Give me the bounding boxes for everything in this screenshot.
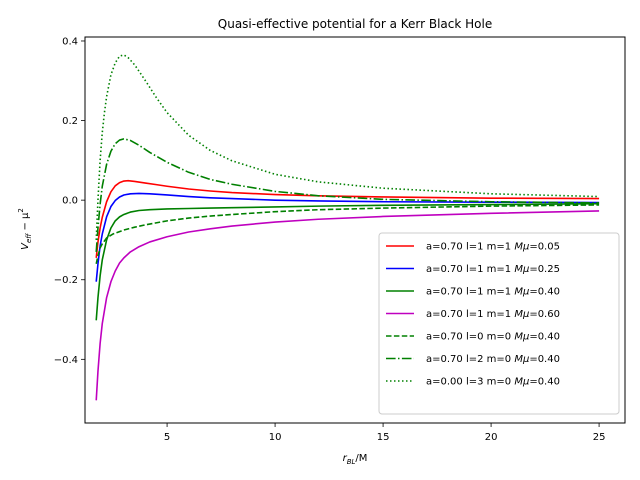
y-tick-label: 0.0 [62,196,78,207]
x-label-subscript: BL [347,458,356,466]
legend-label-7: a=0.00 l=3 m=0 Mμ=0.40 [426,377,560,388]
x-label-suffix: /M [355,453,367,464]
legend-box [378,232,620,415]
axes-frame [84,36,626,424]
chart-title: Quasi-effective potential for a Kerr Bla… [218,17,492,31]
y-axis-label: Veff − μ2 [17,208,33,250]
x-tick-label: 5 [164,432,170,443]
series-line-4 [95,210,600,401]
legend-label-3: a=0.70 l=1 m=1 Mμ=0.40 [426,287,560,298]
y-label-superscript: 2 [17,208,25,212]
legend-label-5: a=0.70 l=0 m=0 Mμ=0.40 [426,332,560,343]
legend-label-6: a=0.70 l=2 m=0 Mμ=0.40 [426,354,560,365]
y-label-base: V [20,242,31,250]
legend: a=0.70 l=1 m=1 Mμ=0.05 a=0.70 l=1 m=1 Mμ=… [378,232,620,415]
legend-label-2: a=0.70 l=1 m=1 Mμ=0.25 [426,264,560,275]
series-line-2 [95,192,600,282]
series-line-5 [95,204,600,264]
x-tick-label: 25 [593,432,606,443]
x-tick-label: 15 [377,432,390,443]
legend-label-4: a=0.70 l=1 m=1 Mμ=0.60 [426,309,560,320]
x-tick-label: 10 [269,432,282,443]
y-tick-label: 0.4 [62,36,78,47]
x-axis-ticks: 5 10 15 20 25 [164,423,606,443]
y-label-mid: − μ [20,212,31,234]
y-tick-label: −0.4 [54,355,78,366]
series-layer [95,54,600,401]
plot-area: 5 10 15 20 25 −0.4 −0.2 0.0 0.2 0.4 [54,36,626,443]
series-line-3 [95,202,600,321]
x-label-base: r [343,453,348,464]
y-label-subscript: eff [25,233,33,243]
series-line-7 [95,54,600,240]
x-tick-label: 20 [485,432,498,443]
y-tick-label: −0.2 [54,275,78,286]
x-axis-label: rBL/M [343,453,368,466]
series-line-1 [95,179,600,258]
y-axis-ticks: −0.4 −0.2 0.0 0.2 0.4 [54,36,85,366]
y-tick-label: 0.2 [62,116,78,127]
legend-label-1: a=0.70 l=1 m=1 Mμ=0.05 [426,242,560,253]
